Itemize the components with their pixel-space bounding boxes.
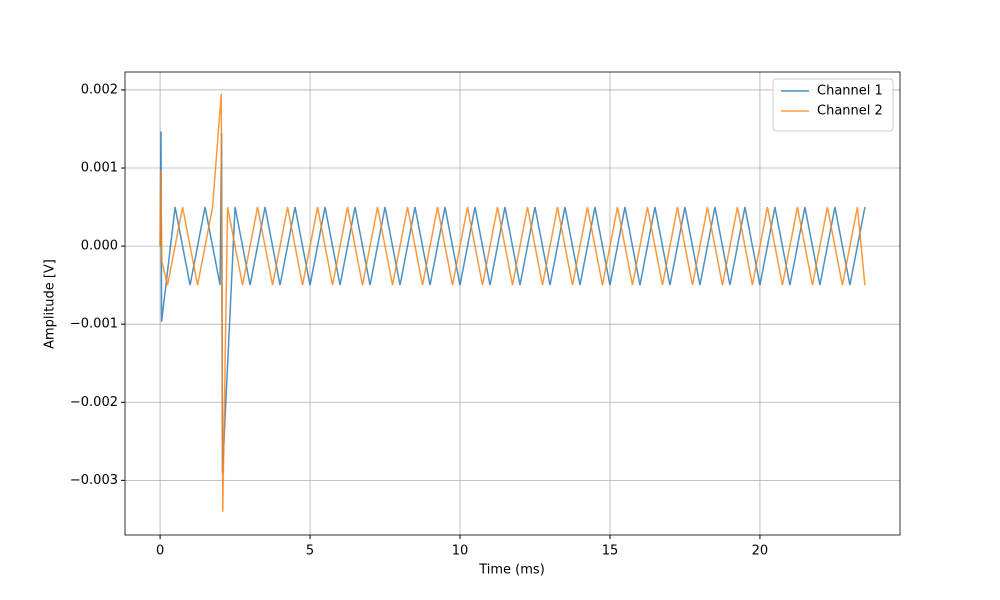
y-tick-label: 0.002 <box>81 82 118 97</box>
x-tick-label: 10 <box>452 544 469 559</box>
y-tick-label: 0.000 <box>81 239 118 254</box>
legend-label: Channel 2 <box>817 104 883 119</box>
series-line <box>159 93 866 512</box>
x-tick-label: 5 <box>306 544 314 559</box>
legend-box <box>772 78 894 132</box>
x-tick-label: 15 <box>602 544 619 559</box>
plot-frame <box>124 71 901 536</box>
legend-label: Channel 1 <box>817 84 883 99</box>
y-tick-label: −0.002 <box>70 395 118 410</box>
y-tick-label: −0.003 <box>70 473 118 488</box>
series-line <box>159 131 866 473</box>
x-tick-label: 20 <box>752 544 769 559</box>
y-tick-label: 0.001 <box>81 161 118 176</box>
y-tick-label: −0.001 <box>70 317 118 332</box>
x-axis-label: Time (ms) <box>478 563 545 578</box>
y-axis-label: Amplitude [V] <box>43 259 58 349</box>
x-tick-label: 0 <box>156 544 164 559</box>
